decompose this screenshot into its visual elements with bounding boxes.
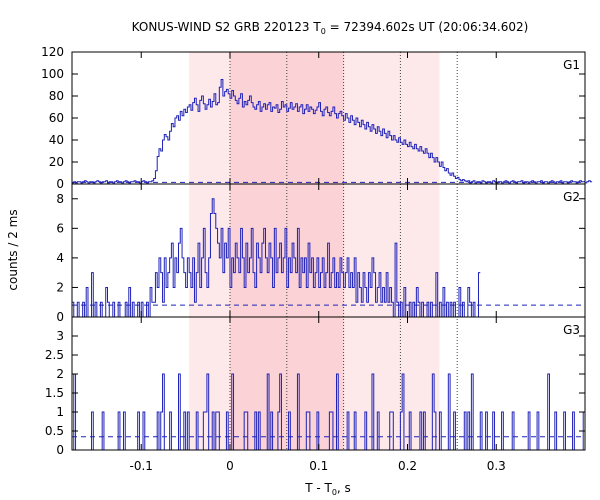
light-curve-g2 — [72, 198, 481, 318]
x-axis-label: T - T0, s — [304, 481, 351, 497]
y-tick-label-g1: 80 — [49, 89, 64, 103]
y-tick-label-g1: 20 — [49, 155, 64, 169]
y-tick-label-g1: 40 — [49, 133, 64, 147]
y-tick-label-g1: 0 — [56, 177, 64, 191]
light-curve-g3 — [72, 373, 585, 451]
x-tick-label: 0.2 — [398, 459, 417, 473]
x-tick-label: -0.1 — [130, 459, 153, 473]
y-tick-label-g2: 0 — [56, 310, 64, 324]
y-tick-label-g3: 2 — [56, 367, 64, 381]
chart-title: KONUS-WIND S2 GRB 220123 T0 = 72394.602s… — [132, 20, 529, 36]
detector-panels: 0 20 40 60 80 100 120 G1 0 2 4 6 8 G2 0 0.5 1 1.5 2 2.5 3 G3 — [41, 45, 593, 457]
panel-label-g1: G1 — [563, 58, 580, 72]
y-tick-label-g2: 2 — [56, 280, 64, 294]
chart-title-subscript: 0 — [321, 27, 326, 36]
y-tick-label-g2: 4 — [56, 251, 64, 265]
y-tick-label-g3: 0 — [56, 443, 64, 457]
chart-title-main: KONUS-WIND S2 GRB 220123 T — [132, 20, 322, 34]
x-axis-label-subscript: 0 — [332, 488, 337, 497]
y-tick-label-g3: 1.5 — [45, 386, 64, 400]
y-axis-label: counts / 2 ms — [6, 209, 20, 290]
x-axis: -0.1 0 0.1 0.2 0.3 — [130, 459, 506, 473]
light-curve-g1 — [72, 79, 593, 184]
y-tick-label-g3: 3 — [56, 329, 64, 343]
x-tick-label: 0 — [226, 459, 234, 473]
panel-frame-g3 — [71, 316, 586, 451]
y-tick-label-g1: 60 — [49, 111, 64, 125]
x-axis-label-main: T - T — [304, 481, 332, 495]
x-tick-label: 0.1 — [309, 459, 328, 473]
y-tick-label-g3: 2.5 — [45, 348, 64, 362]
y-tick-label-g3: 1 — [56, 405, 64, 419]
panel-label-g2: G2 — [563, 190, 580, 204]
panel-label-g3: G3 — [563, 323, 580, 337]
panel-g3: 0 0.5 1 1.5 2 2.5 3 G3 — [45, 316, 586, 457]
y-tick-label-g1: 100 — [41, 67, 64, 81]
chart-title-rest: = 72394.602s UT (20:06:34.602) — [326, 20, 529, 34]
x-axis-label-rest: , s — [337, 481, 351, 495]
x-tick-label: 0.3 — [487, 459, 506, 473]
y-tick-label-g1: 120 — [41, 45, 64, 59]
y-tick-label-g2: 8 — [56, 192, 64, 206]
y-tick-label-g3: 0.5 — [45, 424, 64, 438]
y-tick-label-g2: 6 — [56, 221, 64, 235]
